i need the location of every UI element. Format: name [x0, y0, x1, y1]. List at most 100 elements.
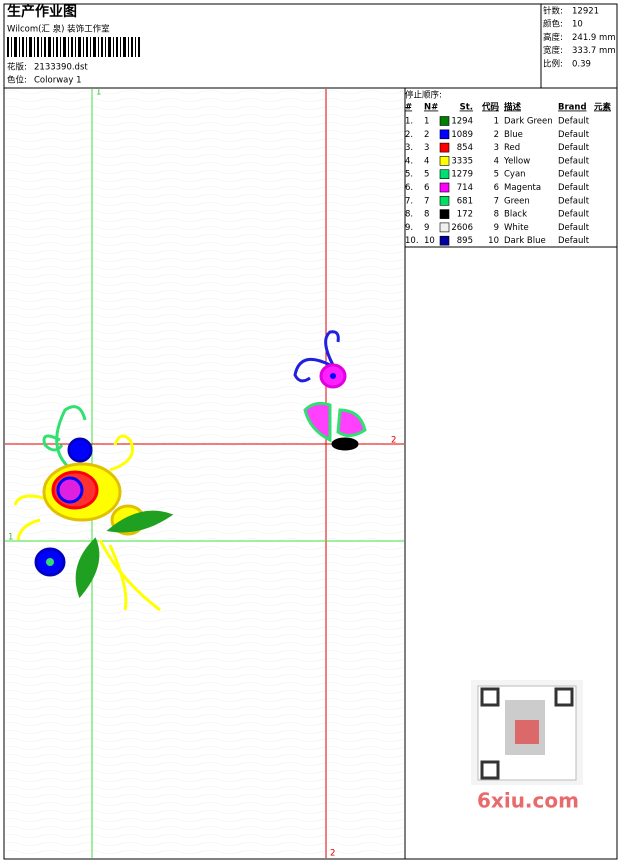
description: Blue [504, 130, 523, 140]
color-swatch [439, 169, 450, 179]
brand: Default [558, 236, 590, 246]
color-swatch [439, 116, 450, 126]
description: Red [504, 143, 520, 153]
row-number: 10 [424, 236, 435, 246]
stitches: 1294 [451, 117, 473, 127]
column-header: 代码 [481, 102, 500, 113]
code: 4 [494, 156, 499, 166]
row-number: 3 [424, 143, 429, 153]
guide-label: 2 [391, 436, 396, 446]
row-number: 4 [424, 156, 429, 166]
code: 8 [494, 210, 499, 220]
color-swatch [439, 182, 450, 193]
brand: Default [558, 130, 590, 140]
stitches: 714 [457, 183, 473, 193]
row-index: 9. [405, 223, 413, 233]
brand: Default [558, 156, 590, 166]
brand: Default [558, 223, 590, 233]
code: 5 [494, 170, 499, 180]
description: Yellow [503, 156, 530, 166]
code: 3 [494, 143, 499, 153]
row-number: 7 [424, 196, 429, 206]
color-swatch [439, 142, 450, 153]
stitches: 1279 [451, 170, 473, 180]
row-index: 8. [405, 210, 413, 220]
guide-label: 1 [96, 88, 101, 98]
barcode [7, 37, 140, 57]
stat-label: 宽度: [543, 45, 563, 56]
code: 10 [488, 236, 499, 246]
watermark: 6xiu.com [477, 789, 579, 813]
embroidery-right [293, 330, 367, 451]
stat-value: 10 [572, 20, 583, 30]
stat-value: 0.39 [572, 59, 591, 69]
stat-value: 333.7 mm [572, 46, 616, 56]
stat-value: 12921 [572, 7, 599, 17]
column-header: Brand [558, 103, 587, 113]
row-index: 10. [405, 236, 419, 246]
table-title: 停止顺序: [405, 90, 442, 101]
stat-label: 高度: [543, 32, 563, 43]
colorway: Colorway 1 [34, 76, 82, 86]
description: Magenta [504, 183, 541, 193]
color-swatch [439, 156, 450, 166]
code: 9 [494, 223, 499, 233]
row-index: 4. [405, 156, 413, 166]
color-swatch [439, 235, 450, 246]
code: 7 [494, 196, 499, 206]
stitches: 1089 [451, 130, 473, 140]
row-number: 2 [424, 130, 429, 140]
row-index: 2. [405, 130, 413, 140]
brand: Default [558, 117, 590, 127]
guide-label: 2 [330, 849, 335, 859]
stat-label: 比例: [543, 58, 563, 69]
brand: Default [558, 210, 590, 220]
stat-value: 241.9 mm [572, 33, 616, 43]
row-index: 1. [405, 117, 413, 127]
description: Dark Blue [504, 236, 546, 246]
brand: Default [558, 196, 590, 206]
column-header: 元素 [594, 102, 612, 113]
stitches: 2606 [451, 223, 473, 233]
row-number: 6 [424, 183, 429, 193]
stitches: 895 [457, 236, 473, 246]
row-number: 5 [424, 170, 429, 180]
description: Black [504, 210, 527, 220]
column-header: St. [460, 103, 473, 113]
column-header: 描述 [504, 102, 522, 113]
color-swatch [439, 196, 450, 206]
stat-label: 颜色: [543, 19, 563, 30]
column-header: N# [424, 103, 438, 113]
code: 6 [494, 183, 499, 193]
column-header: # [405, 103, 412, 113]
color-swatch [439, 129, 450, 140]
description: Cyan [504, 170, 526, 180]
qr-code [471, 680, 583, 785]
guide-label: 1 [8, 533, 13, 543]
description: White [504, 223, 529, 233]
brand: Default [558, 170, 590, 180]
stitches: 172 [457, 210, 473, 220]
code: 1 [494, 117, 499, 127]
description: Green [504, 196, 530, 206]
brand: Default [558, 143, 590, 153]
design-file: 2133390.dst [34, 63, 88, 73]
row-number: 8 [424, 210, 429, 220]
description: Dark Green [504, 117, 553, 127]
title: 生产作业图 [7, 3, 77, 20]
brand: Default [558, 183, 590, 193]
row-number: 9 [424, 223, 429, 233]
row-index: 3. [405, 143, 413, 153]
row-index: 6. [405, 183, 413, 193]
stitches: 681 [457, 196, 473, 206]
embroidery-left [13, 405, 174, 612]
row-index: 7. [405, 196, 413, 206]
row-number: 1 [424, 117, 429, 127]
colorway-label: 色位: [7, 75, 27, 86]
color-swatch [439, 209, 450, 219]
stitches: 854 [457, 143, 473, 153]
color-swatch [439, 222, 450, 233]
design-label: 花版: [7, 62, 27, 73]
row-index: 5. [405, 170, 413, 180]
